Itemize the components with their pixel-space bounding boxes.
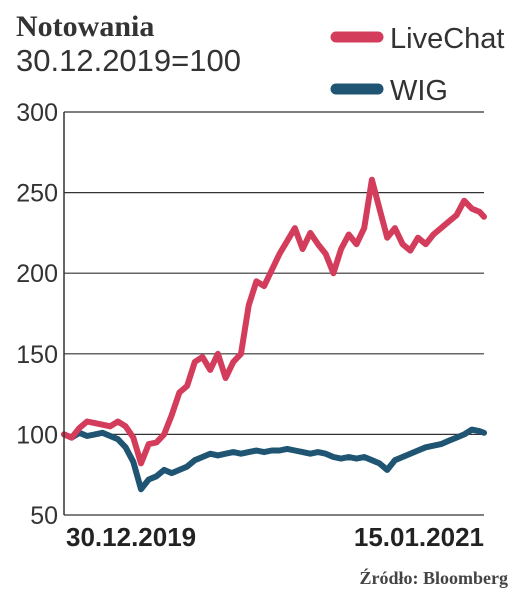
legend-label-livechat: LiveChat bbox=[390, 23, 504, 55]
y-tick-label-200: 200 bbox=[16, 260, 58, 288]
legend: LiveChat WIG bbox=[330, 23, 504, 107]
y-tick-label-250: 250 bbox=[16, 180, 58, 208]
series-lines bbox=[61, 176, 487, 493]
y-tick-label-100: 100 bbox=[16, 421, 58, 449]
x-tick-label-end: 15.01.2021 bbox=[354, 522, 484, 552]
series-line-livechat bbox=[61, 176, 487, 467]
chart-title: Notowania bbox=[16, 10, 154, 43]
source-note: Źródło: Bloomberg bbox=[360, 567, 509, 588]
y-tick-label-150: 150 bbox=[16, 341, 58, 369]
series-line-wig bbox=[61, 426, 487, 493]
y-tick-label-50: 50 bbox=[30, 502, 58, 530]
chart-subtitle: 30.12.2019=100 bbox=[16, 43, 241, 78]
y-tick-label-300: 300 bbox=[16, 99, 58, 127]
legend-label-wig: WIG bbox=[390, 75, 448, 107]
x-tick-label-start: 30.12.2019 bbox=[66, 522, 196, 552]
y-axis-ticks: 50 100 150 200 250 300 bbox=[16, 99, 58, 530]
